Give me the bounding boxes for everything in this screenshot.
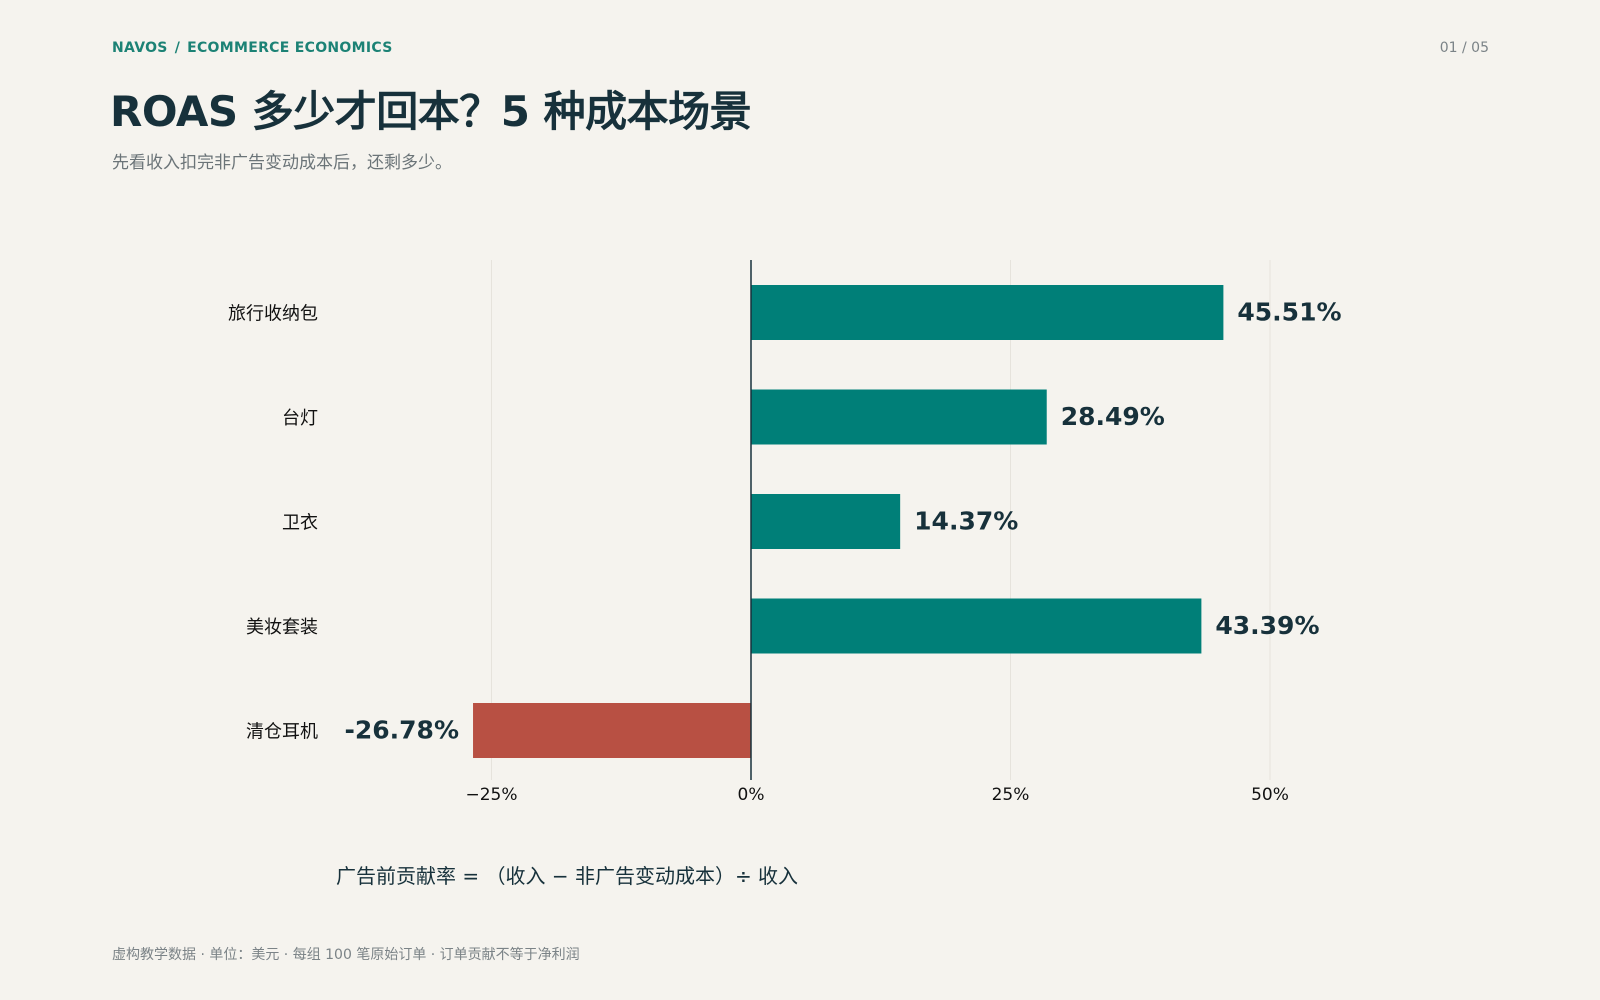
formula-text: 广告前贡献率 = （收入 − 非广告变动成本）÷ 收入 [336,864,799,888]
bar-2 [751,494,901,549]
bar-1 [751,389,1047,445]
contribution-bar-chart: 45.51% 旅行收纳包 28.49% 台灯 14.37% 卫衣 43.39% 美妆套装 -26… [228,260,1342,805]
value-label-4: -26.78% [345,716,460,745]
category-label-0: 旅行收纳包 [228,304,318,325]
breadcrumb-separator: / [174,40,181,56]
bar-4 [473,703,751,758]
x-tick-label-3: 50% [1251,785,1289,805]
footnote: 虚构教学数据 · 单位：美元 · 每组 100 笔原始订单 · 订单贡献不等于净… [112,947,580,963]
breadcrumb: NAVOS / ECOMMERCE ECONOMICS [112,40,393,56]
value-label-2: 14.37% [914,507,1018,536]
bar-3 [751,598,1202,654]
brand-label: NAVOS [112,40,168,56]
x-tick-label-2: 25% [992,785,1030,805]
bar-0 [751,285,1224,340]
category-label-4: 清仓耳机 [246,722,318,743]
page-counter: 01 / 05 [1439,40,1489,56]
x-tick-label-1: 0% [738,785,765,805]
page-subtitle: 先看收入扣完非广告变动成本后，还剩多少。 [112,153,452,173]
value-label-1: 28.49% [1061,402,1165,431]
category-label-3: 美妆套装 [246,617,318,638]
category-label-2: 卫衣 [282,513,318,534]
value-label-0: 45.51% [1237,298,1341,327]
x-tick-label-0: −25% [465,785,517,805]
value-label-3: 43.39% [1215,611,1319,640]
category-label-1: 台灯 [282,408,318,429]
page-title: ROAS 多少才回本？5 种成本场景 [110,87,752,136]
section-label: ECOMMERCE ECONOMICS [187,40,393,56]
